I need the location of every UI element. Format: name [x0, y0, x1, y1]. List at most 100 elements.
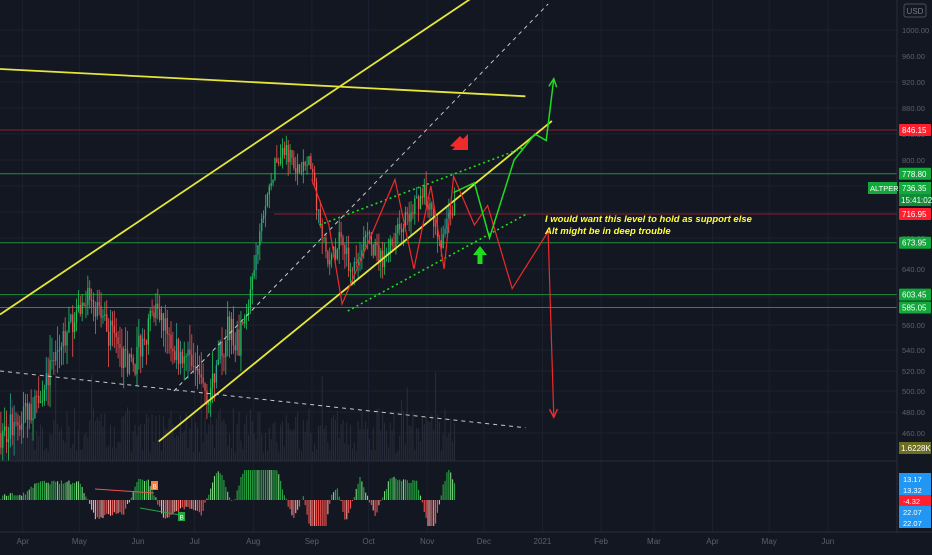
- candle[interactable]: [240, 321, 241, 355]
- candle[interactable]: [187, 350, 188, 356]
- candle[interactable]: [189, 350, 190, 355]
- candle[interactable]: [393, 246, 394, 247]
- candle[interactable]: [312, 169, 313, 172]
- candle[interactable]: [100, 306, 101, 318]
- candle[interactable]: [367, 232, 368, 235]
- candle[interactable]: [110, 321, 111, 346]
- candle[interactable]: [320, 209, 321, 224]
- candle[interactable]: [427, 205, 428, 210]
- candle[interactable]: [235, 345, 236, 350]
- candle[interactable]: [301, 172, 302, 173]
- candle[interactable]: [174, 351, 175, 360]
- candle[interactable]: [259, 231, 260, 245]
- candle[interactable]: [444, 229, 445, 234]
- candle[interactable]: [36, 396, 37, 397]
- candle[interactable]: [99, 302, 100, 306]
- candle[interactable]: [144, 339, 145, 340]
- candle[interactable]: [257, 246, 258, 255]
- candle[interactable]: [308, 156, 309, 165]
- candle[interactable]: [318, 209, 319, 210]
- candle[interactable]: [193, 366, 194, 367]
- candle[interactable]: [378, 245, 379, 262]
- candle[interactable]: [19, 425, 20, 430]
- candle[interactable]: [59, 350, 60, 351]
- candle[interactable]: [142, 339, 143, 357]
- candle[interactable]: [176, 339, 177, 360]
- candle[interactable]: [178, 339, 179, 364]
- candle[interactable]: [32, 418, 33, 420]
- candle[interactable]: [116, 333, 117, 337]
- candle[interactable]: [373, 245, 374, 256]
- candle[interactable]: [114, 326, 115, 333]
- candle[interactable]: [316, 182, 317, 210]
- candle[interactable]: [348, 248, 349, 271]
- candle[interactable]: [335, 247, 336, 259]
- candle[interactable]: [435, 226, 436, 227]
- candle[interactable]: [148, 319, 149, 345]
- candle[interactable]: [74, 322, 75, 332]
- candle[interactable]: [223, 356, 224, 357]
- candle[interactable]: [231, 319, 232, 340]
- candle[interactable]: [297, 164, 298, 173]
- candle[interactable]: [93, 300, 94, 307]
- candle[interactable]: [112, 321, 113, 326]
- candle[interactable]: [66, 332, 67, 345]
- candle[interactable]: [443, 234, 444, 248]
- candle[interactable]: [72, 314, 73, 332]
- candle[interactable]: [78, 305, 79, 310]
- candle[interactable]: [129, 354, 130, 373]
- candle[interactable]: [331, 255, 332, 260]
- candle[interactable]: [346, 248, 347, 254]
- candle[interactable]: [359, 257, 360, 259]
- candle[interactable]: [123, 349, 124, 368]
- candle[interactable]: [365, 235, 366, 237]
- candle[interactable]: [354, 262, 355, 271]
- candle[interactable]: [125, 349, 126, 351]
- candle[interactable]: [21, 423, 22, 429]
- candle[interactable]: [403, 228, 404, 233]
- candle[interactable]: [167, 318, 168, 334]
- candle[interactable]: [12, 414, 13, 435]
- candle[interactable]: [57, 350, 58, 351]
- candle[interactable]: [108, 332, 109, 346]
- candle[interactable]: [17, 422, 18, 425]
- candle[interactable]: [272, 180, 273, 183]
- candle[interactable]: [399, 224, 400, 229]
- candle[interactable]: [278, 162, 279, 163]
- candle[interactable]: [424, 185, 425, 197]
- candle[interactable]: [310, 156, 311, 169]
- candle[interactable]: [282, 148, 283, 158]
- candle[interactable]: [350, 270, 351, 271]
- candle[interactable]: [133, 358, 134, 365]
- candle[interactable]: [121, 348, 122, 368]
- candle[interactable]: [342, 237, 343, 245]
- candle[interactable]: [150, 311, 151, 319]
- candle[interactable]: [2, 431, 3, 448]
- candle[interactable]: [303, 162, 304, 172]
- candle[interactable]: [322, 224, 323, 237]
- candle[interactable]: [97, 302, 98, 316]
- candle[interactable]: [70, 314, 71, 321]
- candle[interactable]: [23, 407, 24, 424]
- candle[interactable]: [8, 439, 9, 442]
- candle[interactable]: [38, 396, 39, 403]
- candle[interactable]: [165, 318, 166, 331]
- candle[interactable]: [195, 367, 196, 371]
- candle[interactable]: [227, 317, 228, 341]
- candle[interactable]: [412, 212, 413, 213]
- candle[interactable]: [180, 352, 181, 364]
- candle[interactable]: [271, 183, 272, 186]
- candle[interactable]: [140, 336, 141, 357]
- candle[interactable]: [82, 303, 83, 314]
- candle[interactable]: [182, 352, 183, 364]
- candle[interactable]: [10, 414, 11, 439]
- candle[interactable]: [305, 162, 306, 166]
- candle[interactable]: [104, 314, 105, 315]
- candle[interactable]: [95, 307, 96, 317]
- candle[interactable]: [340, 232, 341, 237]
- candle[interactable]: [280, 158, 281, 163]
- candle[interactable]: [267, 194, 268, 206]
- candle[interactable]: [151, 311, 152, 312]
- candle[interactable]: [265, 206, 266, 216]
